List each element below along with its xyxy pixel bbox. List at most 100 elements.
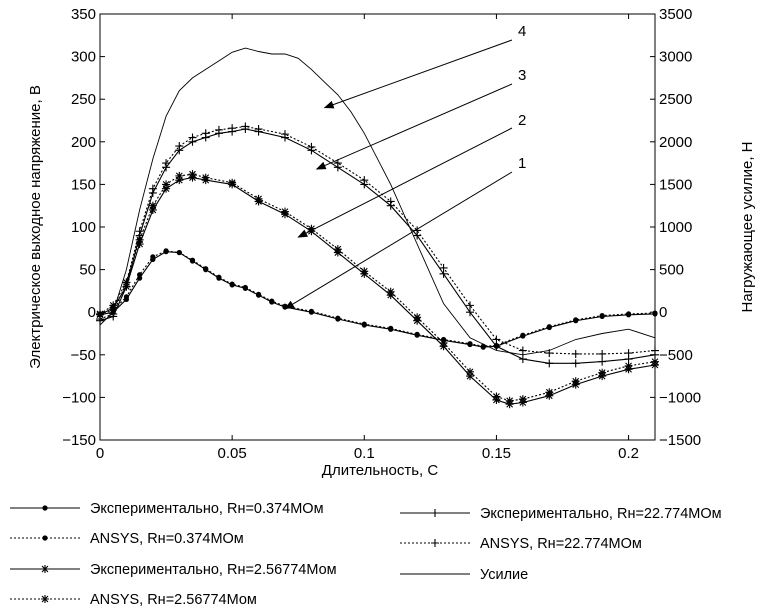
y2-tick-label: −1500 xyxy=(659,432,701,449)
series-point-s6 xyxy=(492,335,501,344)
y2-tick-label: 500 xyxy=(659,262,684,279)
series-s2 xyxy=(97,248,658,349)
series-point-s4 xyxy=(307,224,316,233)
series-point-s4 xyxy=(439,338,448,347)
legend-sample-s1 xyxy=(10,505,80,511)
series-point-s4 xyxy=(571,377,580,386)
legend-marker-s1 xyxy=(42,505,48,511)
series-point-s5 xyxy=(492,342,501,351)
legend-sample-s6 xyxy=(400,539,470,547)
series-point-s4 xyxy=(598,368,607,377)
series-point-s4 xyxy=(175,171,184,180)
y2-tick-label: 1000 xyxy=(659,219,692,236)
series-point-s2 xyxy=(189,257,196,263)
series-point-s2 xyxy=(599,313,605,319)
y2-tick-label: 3000 xyxy=(659,49,692,66)
series-point-s2 xyxy=(388,325,394,331)
series-point-s4 xyxy=(162,180,171,189)
callout-label-4: 4 xyxy=(518,23,526,40)
series-point-s2 xyxy=(163,248,169,254)
series-point-s4 xyxy=(518,395,527,404)
series-s7 xyxy=(99,47,656,356)
series-point-s6 xyxy=(571,349,580,358)
series-point-s2 xyxy=(414,331,420,337)
series-point-s5 xyxy=(466,308,474,317)
series-point-s3 xyxy=(466,372,474,381)
series-point-s2 xyxy=(269,298,275,304)
legend-sample-s2 xyxy=(10,535,80,541)
callout-arrow-4 xyxy=(323,39,513,109)
series-point-s2 xyxy=(520,332,526,338)
series-point-s4 xyxy=(281,207,289,216)
y-tick-label: 350 xyxy=(71,6,96,23)
series-point-s6 xyxy=(122,278,131,287)
series-point-s4 xyxy=(651,357,659,366)
series-point-s4 xyxy=(333,245,342,254)
series-line-s4 xyxy=(99,173,656,402)
series-point-s6 xyxy=(466,301,474,310)
series-point-s4 xyxy=(492,392,501,401)
series-point-s5 xyxy=(571,359,580,368)
series-point-s2 xyxy=(255,291,262,297)
legend-sample-s3 xyxy=(10,565,80,573)
legend-marker-s6 xyxy=(431,539,439,547)
series-point-s6 xyxy=(214,125,223,134)
series-point-s2 xyxy=(625,311,632,317)
series-point-s2 xyxy=(150,254,156,260)
y-tick-label: −150 xyxy=(62,432,96,449)
series-point-s3 xyxy=(135,240,144,249)
callout-arrow-2 xyxy=(297,127,513,238)
callout-label-2: 2 xyxy=(518,112,526,129)
y-axis-label: Электрическое выходное напряжение, В xyxy=(27,85,44,369)
legend-sample-s5 xyxy=(400,509,470,517)
legend-label-s5: Экспериментально, Rн=22.774МОм xyxy=(480,506,722,522)
series-point-s4 xyxy=(254,194,263,203)
series-point-s2 xyxy=(335,315,341,321)
series-point-s6 xyxy=(254,125,263,134)
legend-marker-s5 xyxy=(431,509,439,517)
series-s3 xyxy=(96,173,659,409)
series-point-s6 xyxy=(651,346,659,355)
legend-label-s7: Усилие xyxy=(480,567,528,583)
callout-arrow-3 xyxy=(315,83,513,170)
series-point-s6 xyxy=(518,346,527,355)
series-point-s6 xyxy=(333,159,342,168)
y2-tick-label: −500 xyxy=(659,347,693,364)
series-point-s5 xyxy=(545,359,554,368)
y2-tick-label: 1500 xyxy=(659,176,692,193)
y2-axis-label: Нагружающее усилие, Н xyxy=(739,142,756,313)
series-point-s6 xyxy=(281,130,289,139)
series-point-s6 xyxy=(96,315,104,324)
series-line-s1 xyxy=(99,251,656,348)
series-point-s2 xyxy=(137,272,143,278)
series-point-s5 xyxy=(518,355,527,364)
legend-label-s2: ANSYS, Rн=0.374МОм xyxy=(90,531,244,547)
series-point-s4 xyxy=(413,313,422,322)
callout-arrow-1 xyxy=(284,171,513,310)
y-tick-label: 150 xyxy=(71,176,96,193)
series-line-s3 xyxy=(99,177,656,405)
series-point-s4 xyxy=(228,178,237,187)
y-tick-label: 50 xyxy=(79,262,96,279)
y2-tick-label: 3500 xyxy=(659,6,692,23)
series-point-s4 xyxy=(201,173,210,182)
y2-tick-label: 2000 xyxy=(659,134,692,151)
series-point-s3 xyxy=(175,176,184,185)
series-point-s2 xyxy=(203,266,209,272)
series-s6 xyxy=(96,122,659,358)
series-point-s6 xyxy=(148,184,157,193)
y-tick-label: 250 xyxy=(71,91,96,108)
legend-marker-s3 xyxy=(41,565,49,573)
callout-label-3: 3 xyxy=(518,67,526,84)
series-point-s6 xyxy=(307,142,316,151)
series-point-s3 xyxy=(148,205,157,214)
y-tick-label: 200 xyxy=(71,134,96,151)
legend-label-s6: ANSYS, Rн=22.774МОм xyxy=(480,536,642,552)
y-tick-label: 0 xyxy=(88,304,96,321)
series-point-s3 xyxy=(162,184,171,193)
series-point-s2 xyxy=(216,274,222,280)
x-tick-label: 0.2 xyxy=(618,445,639,462)
series-point-s2 xyxy=(308,308,315,314)
series-point-s6 xyxy=(162,159,171,168)
series-point-s6 xyxy=(360,176,369,185)
